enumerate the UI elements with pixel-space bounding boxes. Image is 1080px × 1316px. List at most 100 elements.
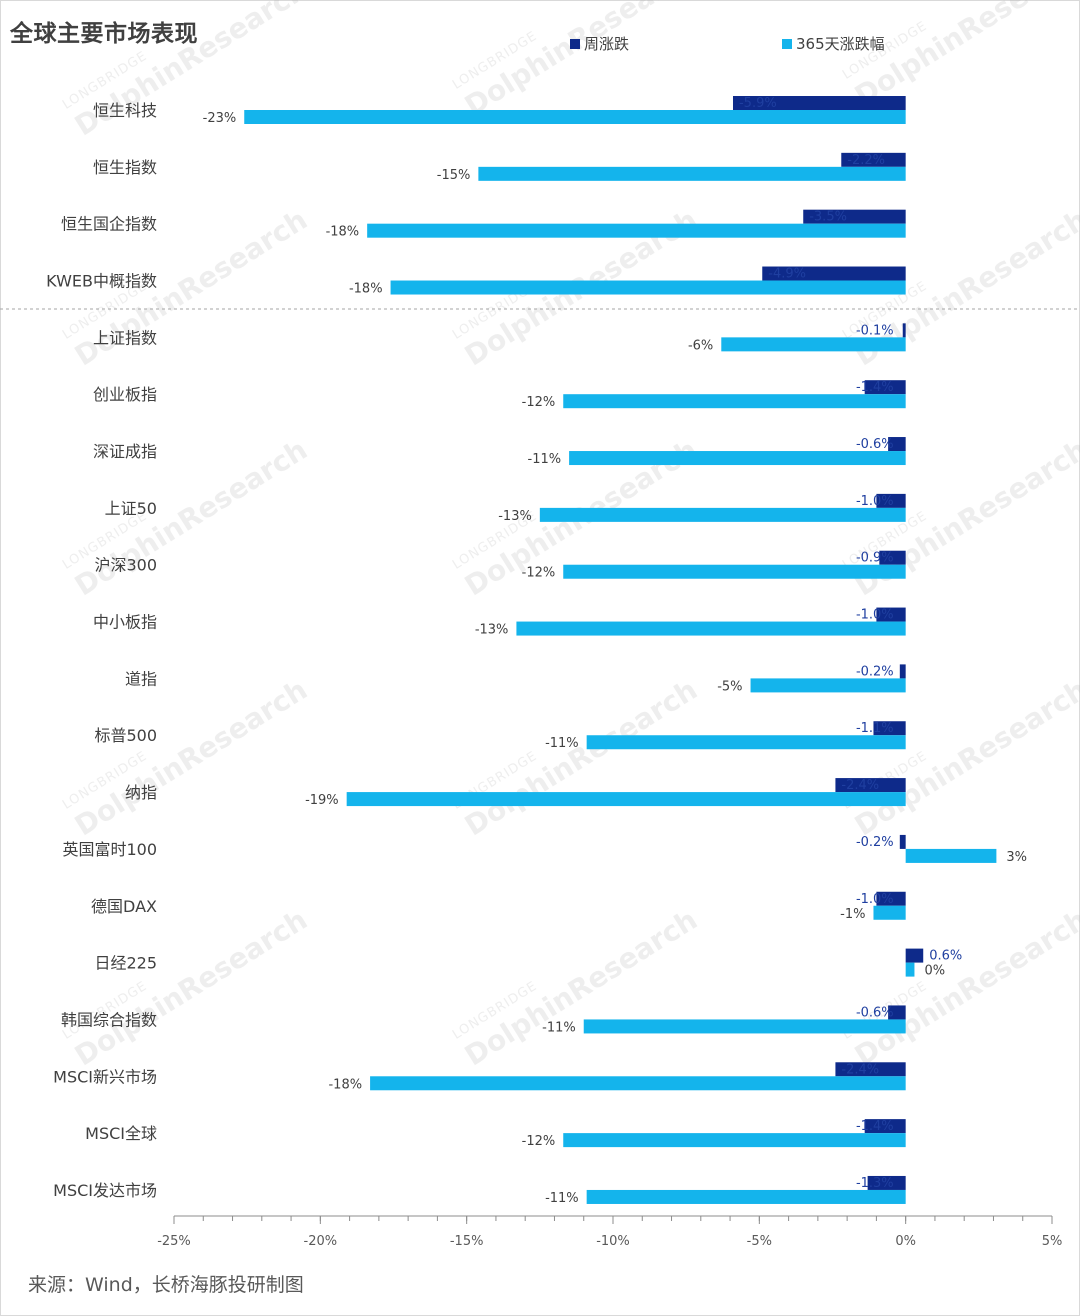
data-label-weekly: -1.1%	[856, 721, 894, 736]
bar-annual	[346, 792, 906, 807]
data-label-weekly: -2.4%	[841, 778, 879, 793]
data-label-weekly: -1.3%	[856, 1176, 894, 1191]
bar-annual	[586, 735, 906, 750]
legend: 周涨跌 365天涨跌幅	[0, 33, 1080, 55]
legend-item-weekly: 周涨跌	[570, 33, 629, 54]
legend-swatch-weekly	[570, 39, 580, 49]
data-label-weekly: 0.6%	[929, 949, 962, 964]
x-tick-label: -15%	[450, 1234, 484, 1249]
data-label-weekly: -0.2%	[856, 835, 894, 850]
bar-weekly	[867, 1175, 906, 1190]
data-label-weekly: -1.0%	[856, 892, 894, 907]
bar-annual	[563, 564, 906, 579]
bar-annual	[583, 1019, 906, 1034]
data-label-annual: -6%	[688, 338, 713, 353]
bar-weekly	[803, 209, 906, 224]
bar-annual	[905, 848, 997, 863]
category-label: MSCI发达市场	[53, 1181, 157, 1200]
category-label: 上证50	[105, 499, 157, 518]
x-tick-label: -5%	[747, 1234, 772, 1249]
data-label-annual: -5%	[717, 679, 742, 694]
chart-title: 全球主要市场表现	[10, 21, 198, 47]
category-label: 道指	[125, 669, 157, 688]
bar-weekly	[864, 380, 906, 395]
bar-annual	[905, 962, 915, 977]
x-tick-label: 0%	[895, 1234, 916, 1249]
bar-weekly	[835, 778, 906, 793]
bar-annual	[370, 1076, 906, 1091]
data-label-weekly: -0.1%	[856, 323, 894, 338]
bar-annual	[539, 507, 906, 522]
category-label: 德国DAX	[91, 897, 157, 916]
bar-weekly	[888, 1005, 906, 1020]
bar-annual	[244, 110, 906, 124]
bar-weekly	[888, 437, 906, 452]
legend-label-weekly: 周涨跌	[584, 35, 630, 53]
data-label-weekly: -0.9%	[856, 551, 894, 566]
data-label-annual: -1%	[840, 907, 865, 922]
category-label: 恒生科技	[93, 101, 157, 120]
data-label-annual: -18%	[326, 225, 360, 240]
bar-weekly	[876, 493, 906, 508]
bar-weekly	[899, 834, 906, 849]
data-label-annual: -23%	[203, 111, 237, 126]
data-label-annual: -12%	[522, 566, 556, 581]
bar-weekly	[762, 266, 906, 281]
data-label-annual: 3%	[1006, 850, 1027, 865]
x-tick-label: -10%	[596, 1234, 630, 1249]
data-label-weekly: -0.2%	[856, 664, 894, 679]
category-label: 纳指	[125, 783, 157, 802]
x-tick-label: -25%	[157, 1234, 191, 1249]
legend-swatch-annual	[782, 39, 792, 49]
data-label-weekly: -3.5%	[809, 210, 847, 225]
category-label: KWEB中概指数	[46, 272, 157, 291]
data-label-weekly: -0.6%	[856, 437, 894, 452]
data-label-weekly: -1.0%	[856, 494, 894, 509]
data-label-annual: -12%	[522, 395, 556, 410]
category-label: 沪深300	[94, 556, 157, 575]
legend-label-annual: 365天涨跌幅	[796, 35, 885, 53]
x-tick-label: -20%	[304, 1234, 338, 1249]
bar-weekly	[879, 550, 906, 565]
category-label: 英国富时100	[62, 840, 157, 859]
source-note: 来源：Wind，长桥海豚投研制图	[28, 1274, 304, 1296]
bar-annual	[563, 394, 906, 409]
data-label-annual: -11%	[545, 1191, 579, 1206]
bar-weekly	[905, 948, 924, 963]
data-label-weekly: -1.4%	[856, 1119, 894, 1134]
bar-annual	[873, 905, 906, 920]
data-label-weekly: -1.0%	[856, 608, 894, 623]
data-label-weekly: -0.6%	[856, 1005, 894, 1020]
data-label-annual: -18%	[349, 282, 383, 297]
bar-annual	[586, 1189, 906, 1204]
data-label-annual: -11%	[528, 452, 562, 467]
bar-weekly	[873, 721, 906, 736]
bar-annual	[390, 280, 906, 295]
category-label: 日经225	[94, 954, 157, 973]
bar-annual	[569, 451, 906, 466]
bar-annual	[367, 223, 906, 238]
bar-weekly	[899, 664, 906, 679]
x-tick-label: 5%	[1042, 1234, 1063, 1249]
bar-weekly	[902, 323, 906, 338]
bar-weekly	[864, 1119, 906, 1134]
data-label-annual: -13%	[475, 623, 509, 638]
data-label-annual: 0%	[924, 964, 945, 979]
data-label-annual: -18%	[328, 1077, 362, 1092]
data-label-annual: -13%	[498, 509, 532, 524]
bar-annual	[478, 166, 906, 181]
category-label: 深证成指	[93, 442, 157, 461]
bar-annual	[721, 337, 906, 352]
bar-weekly	[732, 96, 906, 110]
category-label: 中小板指	[93, 613, 157, 632]
category-label: 上证指数	[93, 328, 157, 347]
data-label-weekly: -2.2%	[847, 153, 885, 168]
legend-item-annual: 365天涨跌幅	[782, 33, 885, 54]
bar-weekly	[876, 891, 906, 906]
data-label-annual: -11%	[542, 1020, 576, 1035]
bar-annual	[516, 621, 906, 636]
category-label: 韩国综合指数	[61, 1010, 157, 1029]
category-label: 恒生指数	[93, 158, 157, 177]
data-label-annual: -15%	[437, 168, 471, 183]
